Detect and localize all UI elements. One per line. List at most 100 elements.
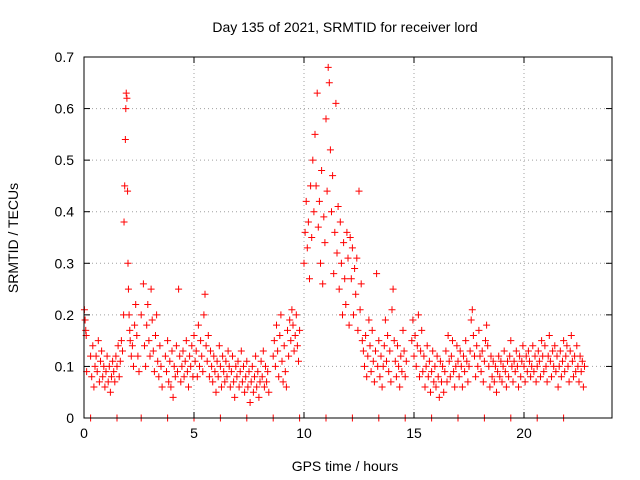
data-point xyxy=(534,347,542,355)
data-point xyxy=(421,383,429,391)
data-point xyxy=(165,378,173,386)
data-point xyxy=(212,388,220,396)
data-point xyxy=(522,352,530,360)
data-point xyxy=(179,347,187,355)
data-point xyxy=(215,342,223,350)
data-point xyxy=(144,301,152,309)
data-point xyxy=(256,378,264,386)
data-point xyxy=(431,362,439,370)
data-point xyxy=(346,234,354,241)
data-point xyxy=(466,347,474,355)
data-point xyxy=(123,94,131,102)
data-point xyxy=(302,197,310,205)
data-point xyxy=(464,378,472,386)
data-point xyxy=(323,187,331,195)
data-point xyxy=(435,393,443,401)
data-point xyxy=(553,352,561,360)
data-point xyxy=(420,352,428,360)
data-point xyxy=(211,368,219,376)
data-point xyxy=(442,347,450,355)
data-point xyxy=(175,285,183,293)
data-point xyxy=(204,331,212,339)
data-point xyxy=(566,347,574,355)
data-point xyxy=(537,373,544,381)
data-point xyxy=(408,337,416,345)
data-point xyxy=(247,378,255,386)
data-point xyxy=(197,337,205,345)
data-point xyxy=(328,208,335,216)
data-point xyxy=(543,378,551,386)
data-point xyxy=(367,368,375,376)
data-point xyxy=(469,331,477,339)
data-point xyxy=(196,362,203,370)
data-point xyxy=(95,378,103,386)
data-point xyxy=(253,383,261,391)
data-point xyxy=(455,373,463,381)
data-point xyxy=(242,373,250,381)
data-point xyxy=(122,105,130,113)
data-point xyxy=(419,368,427,376)
data-point xyxy=(401,373,409,381)
data-point xyxy=(259,347,267,355)
tick-labels-layer: 0 5 10 15 20 0 0.1 0.2 0.3 0.4 0.5 0.6 0.7 xyxy=(55,49,532,441)
data-point xyxy=(254,368,262,376)
data-point xyxy=(236,368,244,376)
data-point xyxy=(332,99,340,107)
data-point xyxy=(497,357,505,365)
data-point xyxy=(557,373,565,381)
data-point xyxy=(121,136,129,144)
data-point xyxy=(166,357,174,365)
data-point xyxy=(556,347,564,355)
plot-frame xyxy=(83,56,613,419)
data-point xyxy=(342,301,350,309)
data-point xyxy=(416,373,423,381)
y-tick-label: 0.1 xyxy=(55,358,75,374)
data-point xyxy=(373,270,381,278)
data-point xyxy=(574,362,582,370)
data-point xyxy=(385,368,393,376)
data-point xyxy=(519,342,527,350)
x-axis-label: GPS time / hours xyxy=(292,458,399,474)
data-point xyxy=(532,378,540,386)
data-point xyxy=(540,368,548,376)
data-point xyxy=(183,368,191,376)
data-point xyxy=(263,378,271,386)
data-point xyxy=(383,357,390,365)
data-point xyxy=(169,393,177,401)
data-point xyxy=(483,321,491,329)
data-point xyxy=(560,337,568,345)
data-point xyxy=(131,321,139,329)
data-point xyxy=(229,352,236,360)
data-point xyxy=(241,388,249,396)
data-point xyxy=(291,331,299,339)
data-point xyxy=(542,362,550,370)
data-point xyxy=(463,357,471,365)
data-point xyxy=(113,362,121,370)
data-point xyxy=(282,383,290,391)
data-point xyxy=(335,285,343,293)
data-point xyxy=(156,342,164,350)
data-point xyxy=(245,368,253,376)
data-point xyxy=(163,368,170,376)
x-tick-label: 0 xyxy=(80,425,88,441)
data-point xyxy=(161,352,169,360)
data-point xyxy=(384,331,392,339)
data-point xyxy=(320,213,328,221)
data-point xyxy=(248,362,256,370)
data-point xyxy=(214,373,222,381)
data-point xyxy=(128,342,136,350)
data-point xyxy=(273,321,280,329)
data-point xyxy=(246,399,254,407)
data-point xyxy=(479,378,487,386)
points-layer xyxy=(80,63,588,422)
data-point xyxy=(222,357,230,365)
data-point xyxy=(445,357,453,365)
data-point xyxy=(555,362,563,370)
data-point xyxy=(579,383,587,391)
data-point xyxy=(509,378,517,386)
data-point xyxy=(337,259,345,267)
data-point xyxy=(313,89,321,97)
data-point xyxy=(527,373,535,381)
data-point xyxy=(120,218,128,226)
data-point xyxy=(90,383,98,391)
